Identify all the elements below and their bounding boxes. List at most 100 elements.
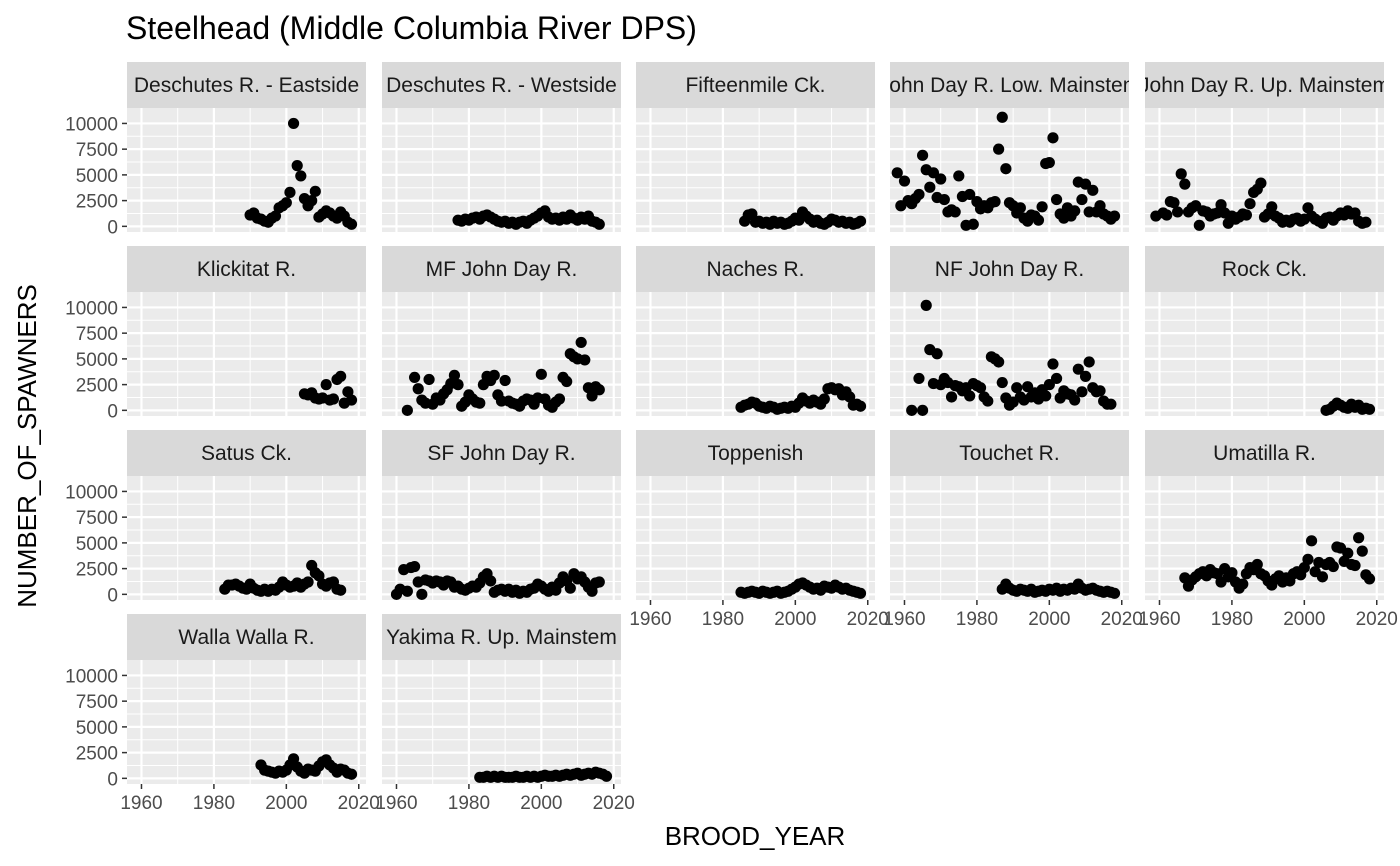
- data-point: [1011, 382, 1023, 394]
- x-tick-label: 2020: [338, 793, 380, 814]
- facet-strip: [890, 62, 1129, 108]
- y-tick-label: 10000: [65, 114, 118, 135]
- facet-strip: [636, 246, 875, 292]
- x-tick-label: 2020: [1356, 609, 1398, 630]
- data-point: [854, 400, 867, 412]
- x-tick-label: 1960: [120, 793, 162, 814]
- facet-strip: [382, 430, 621, 476]
- data-point: [1356, 545, 1368, 557]
- facet-label: NF John Day R.: [935, 258, 1084, 281]
- facet-label: MF John Day R.: [426, 258, 578, 281]
- facet-strip: [1145, 62, 1384, 108]
- data-point: [1087, 184, 1099, 196]
- data-point: [1040, 390, 1052, 402]
- data-point: [1251, 558, 1263, 571]
- x-tick-label: 1960: [375, 793, 417, 814]
- panel-background: [1145, 292, 1384, 416]
- data-point: [564, 582, 576, 594]
- facet-label: John Day R. Low. Mainstem: [879, 74, 1140, 97]
- data-point: [949, 206, 961, 218]
- data-point: [1171, 206, 1184, 218]
- x-tick-label: 2000: [774, 609, 816, 630]
- chart-title: Steelhead (Middle Columbia River DPS): [126, 10, 697, 46]
- data-point: [1193, 219, 1205, 231]
- data-point: [1226, 567, 1238, 579]
- data-point: [1266, 201, 1278, 213]
- y-tick-label: 2500: [76, 744, 118, 765]
- facet-label: Satus Ck.: [201, 442, 292, 465]
- y-tick-label: 2500: [76, 560, 118, 581]
- data-point: [854, 587, 867, 599]
- y-tick-label: 10000: [65, 482, 118, 503]
- x-tick-label: 1980: [956, 609, 998, 630]
- data-point: [1047, 132, 1059, 144]
- facet-label: Deschutes R. - Eastside: [134, 74, 359, 97]
- data-point: [1161, 209, 1173, 221]
- data-point: [1360, 216, 1372, 228]
- data-point: [401, 404, 413, 416]
- facet-panel: John Day R. Low. Mainstem: [879, 62, 1140, 232]
- data-point: [854, 215, 867, 227]
- y-tick-label: 5000: [76, 166, 118, 187]
- data-point: [913, 372, 925, 385]
- panel-background: [382, 660, 621, 784]
- facet-panel: John Day R. Up. Mainstem: [1145, 62, 1384, 232]
- data-point: [964, 390, 976, 402]
- facet-panel: Satus Ck. 0 2500 5000 7500 10000: [65, 430, 366, 606]
- data-point: [474, 397, 486, 409]
- y-axis-title: NUMBER_OF_SPAWNERS: [12, 284, 42, 608]
- y-tick-label: 5000: [76, 534, 118, 555]
- data-point: [1327, 560, 1339, 573]
- data-point: [916, 404, 929, 416]
- facet-strip: [127, 430, 366, 476]
- facet-panel: Fifteenmile Ck.: [636, 62, 875, 232]
- data-point: [1168, 197, 1180, 209]
- data-point: [335, 584, 347, 596]
- data-point: [818, 393, 830, 405]
- x-tick-label: 1980: [1211, 609, 1253, 630]
- data-point: [412, 383, 424, 395]
- x-axis-title: BROOD_YEAR: [665, 821, 846, 851]
- facet-panel: Naches R.: [636, 246, 875, 416]
- panel-background: [636, 476, 875, 600]
- data-point: [920, 299, 932, 311]
- data-point: [1043, 156, 1055, 169]
- facet-panel: NF John Day R.: [890, 246, 1129, 416]
- data-point: [891, 167, 903, 179]
- facet-label: SF John Day R.: [427, 442, 575, 465]
- data-point: [916, 149, 929, 161]
- y-tick-label: 5000: [76, 350, 118, 371]
- data-point: [1316, 571, 1329, 583]
- data-point: [408, 371, 421, 384]
- data-point: [408, 560, 421, 573]
- facet-label: Walla Walla R.: [178, 626, 314, 649]
- data-point: [452, 379, 464, 391]
- facet-strip: [127, 614, 366, 660]
- data-point: [335, 370, 347, 382]
- facet-label: Yakima R. Up. Mainstem: [386, 626, 617, 649]
- facet-label: Umatilla R.: [1213, 442, 1316, 465]
- data-point: [1244, 198, 1256, 210]
- facet-panel: MF John Day R.: [382, 246, 621, 416]
- x-tick-label: 1980: [448, 793, 490, 814]
- data-point: [1076, 386, 1088, 398]
- data-point: [964, 188, 976, 201]
- facet-panel: Toppenish 1960 1980 2000 2020: [629, 430, 889, 630]
- data-point: [996, 111, 1008, 123]
- data-point: [1079, 370, 1092, 382]
- data-point: [448, 369, 461, 381]
- y-tick-label: 2500: [76, 192, 118, 213]
- y-tick-label: 7500: [76, 140, 118, 161]
- facet-strip: [127, 62, 366, 108]
- data-point: [993, 143, 1005, 155]
- data-point: [1069, 205, 1081, 217]
- facet-panel: Klickitat R. 0 2500 5000 7500 10000: [65, 246, 366, 422]
- y-tick-label: 2500: [76, 376, 118, 397]
- facet-panel: Walla Walla R. 0 2500 5000 7500 10000 1960 1980…: [65, 614, 380, 814]
- y-tick-label: 10000: [65, 298, 118, 319]
- data-point: [1036, 201, 1048, 213]
- data-point: [535, 368, 547, 380]
- y-tick-label: 0: [107, 217, 118, 238]
- facet-strip: [636, 62, 875, 108]
- data-point: [1050, 372, 1063, 385]
